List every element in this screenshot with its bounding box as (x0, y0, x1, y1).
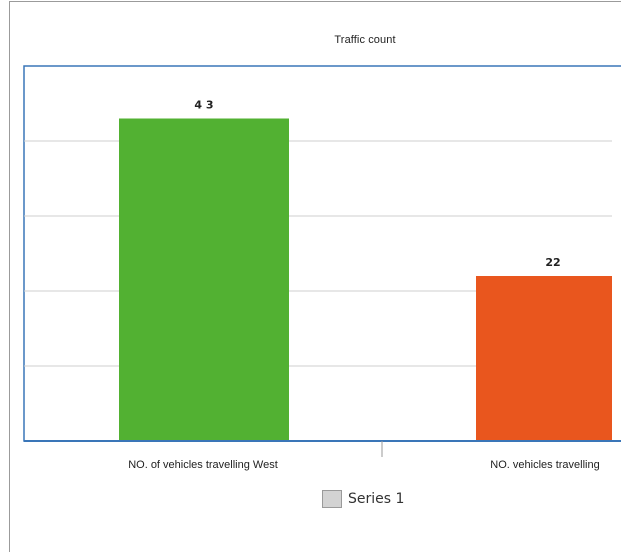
x-tick-labels: NO. of vehicles travelling West NO. vehic… (128, 459, 600, 471)
bar-value-label-1: 4 3 (194, 99, 213, 112)
bars (119, 118, 612, 441)
legend-swatch-series-1 (322, 490, 342, 508)
legend: Series 1 (322, 490, 404, 508)
bar-2 (476, 276, 612, 441)
bar-1 (119, 118, 289, 441)
x-tick-label-2: NO. vehicles travelling (490, 459, 599, 471)
legend-label-series-1: Series 1 (348, 491, 405, 507)
chart-title: Traffic count (334, 34, 396, 46)
data-labels: 4 3 22 (194, 99, 560, 270)
x-tick-label-1: NO. of vehicles travelling West (128, 459, 278, 471)
bar-value-label-2: 22 (545, 256, 560, 269)
